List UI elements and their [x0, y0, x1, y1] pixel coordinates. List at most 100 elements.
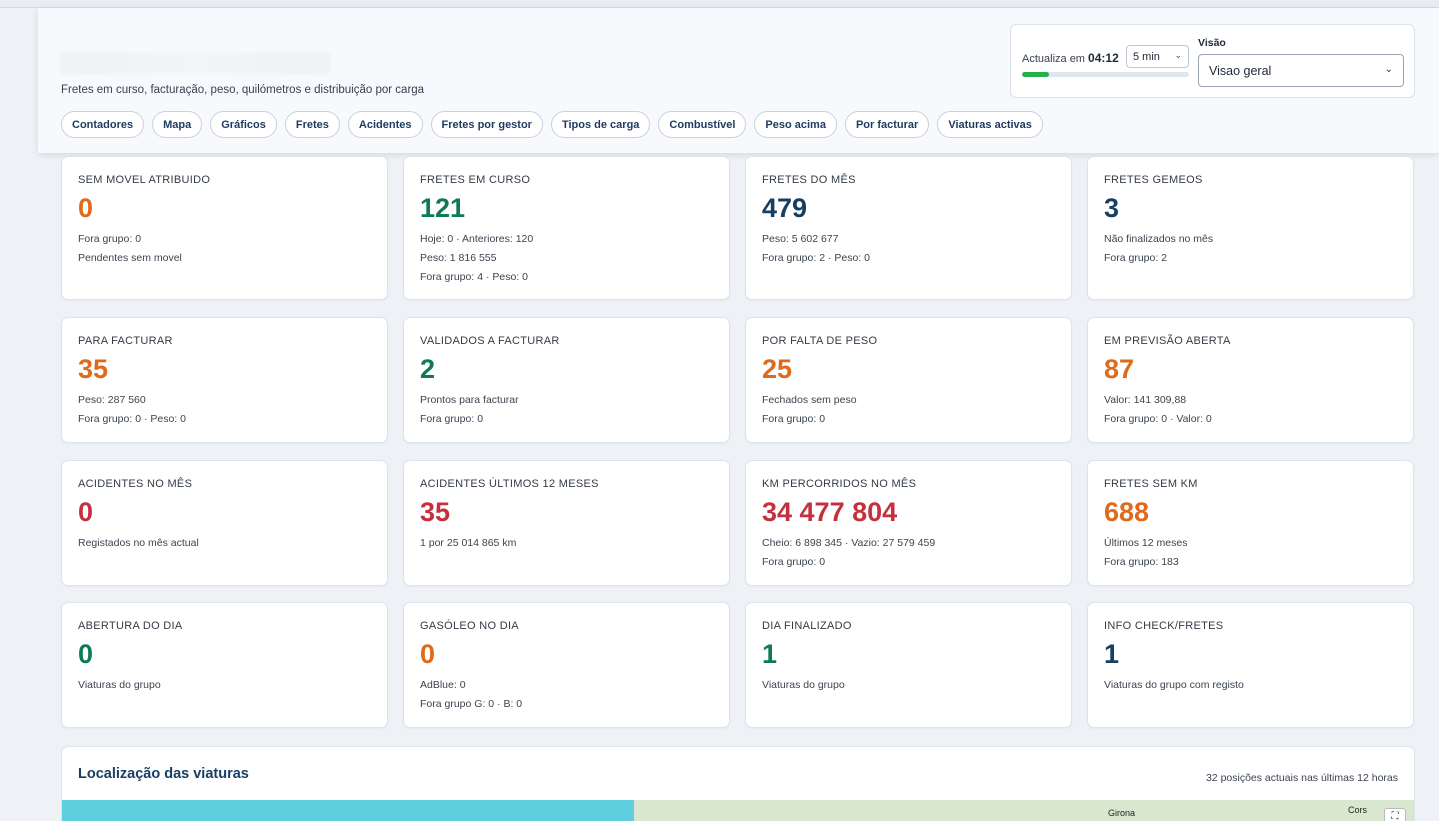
counter-detail: Fora grupo: 0 · Valor: 0	[1104, 413, 1212, 425]
counter-label: FRETES EM CURSO	[420, 174, 531, 186]
counter-card: INFO CHECK/FRETES 1 Viaturas do grupo com …	[1087, 602, 1414, 728]
refresh-label: Actualiza em	[1022, 53, 1085, 65]
fullscreen-icon[interactable]: ⛶	[1384, 808, 1406, 821]
refresh-time: 04:12	[1088, 51, 1119, 65]
counter-value: 0	[78, 193, 94, 223]
counter-detail: Fechados sem peso	[762, 394, 857, 406]
counter-label: PARA FACTURAR	[78, 335, 173, 347]
counter-detail: Hoje: 0 · Anteriores: 120	[420, 233, 534, 245]
counter-card: ACIDENTES ÚLTIMOS 12 MESES 35 1 por 25 014…	[403, 460, 730, 586]
counter-label: ACIDENTES NO MÊS	[78, 478, 193, 490]
tab-mapa[interactable]: Mapa	[152, 111, 203, 138]
counter-value: 2	[420, 354, 436, 384]
counter-detail: Peso: 1 816 555	[420, 252, 497, 264]
tab-viaturas-activas[interactable]: Viaturas activas	[937, 111, 1043, 138]
counter-label: VALIDADOS A FACTURAR	[420, 335, 560, 347]
counter-card: FRETES EM CURSO 121 Hoje: 0 · Anteriores: …	[403, 156, 730, 300]
counter-detail: Fora grupo G: 0 · B: 0	[420, 698, 523, 710]
tab-tipos-de-carga[interactable]: Tipos de carga	[550, 111, 651, 138]
tab-gráficos[interactable]: Gráficos	[210, 111, 277, 138]
tab-contadores[interactable]: Contadores	[61, 111, 145, 138]
page-title-redacted	[60, 52, 330, 74]
page-subtitle: Fretes em curso, facturação, peso, quiló…	[61, 84, 425, 96]
counter-label: SEM MOVEL ATRIBUIDO	[78, 174, 211, 186]
counter-value: 3	[1104, 193, 1120, 223]
map-land	[634, 800, 1414, 821]
vehicle-map-card: Localização das viaturas 32 posições act…	[61, 746, 1415, 821]
counter-value: 87	[1104, 354, 1135, 384]
counter-label: GASÓLEO NO DIA	[420, 620, 519, 632]
counter-detail: Fora grupo: 4 · Peso: 0	[420, 271, 528, 283]
tab-combustível[interactable]: Combustível	[658, 111, 747, 138]
counter-card: KM PERCORRIDOS NO MÊS 34 477 804 Cheio: 6 …	[745, 460, 1072, 586]
section-tabs: Contadores Mapa Gráficos Fretes Acidentes Fre…	[61, 111, 1043, 138]
tab-fretes[interactable]: Fretes	[284, 111, 340, 138]
counter-value: 0	[78, 639, 94, 669]
visao-selected-value: Visao geral	[1209, 63, 1272, 78]
counter-label: KM PERCORRIDOS NO MÊS	[762, 478, 917, 490]
counter-value: 25	[762, 354, 793, 384]
counter-value: 35	[78, 354, 109, 384]
counter-detail: Valor: 141 309,88	[1104, 394, 1187, 406]
counter-detail: Pendentes sem movel	[78, 252, 182, 264]
counter-detail: Viaturas do grupo	[78, 679, 161, 691]
counter-detail: Viaturas do grupo	[762, 679, 845, 691]
counter-card: PARA FACTURAR 35 Peso: 287 560 Fora grupo: …	[61, 317, 388, 443]
counter-value: 0	[420, 639, 436, 669]
counter-value: 35	[420, 497, 451, 527]
counter-detail: Peso: 5 602 677	[762, 233, 839, 245]
refresh-progress-fill	[1022, 72, 1049, 77]
refresh-interval-select[interactable]: 5 min ⌄	[1126, 45, 1189, 68]
counter-detail: Cheio: 6 898 345 · Vazio: 27 579 459	[762, 537, 936, 549]
counter-detail: Não finalizados no mês	[1104, 233, 1214, 245]
counter-label: ACIDENTES ÚLTIMOS 12 MESES	[420, 478, 599, 490]
counter-label: ABERTURA DO DIA	[78, 620, 183, 632]
counter-value: 121	[420, 193, 466, 223]
refresh-panel: Actualiza em 04:12 5 min ⌄ Visão Visao g…	[1010, 24, 1415, 98]
counter-detail: Fora grupo: 2 · Peso: 0	[762, 252, 870, 264]
tab-peso-acima[interactable]: Peso acima	[754, 111, 837, 138]
counter-detail: Fora grupo: 0	[420, 413, 484, 425]
refresh-progress-bar	[1022, 72, 1189, 77]
browser-top-strip	[0, 0, 1439, 8]
counter-card: DIA FINALIZADO 1 Viaturas do grupo	[745, 602, 1072, 728]
map-place-label: Girona	[1108, 808, 1136, 818]
counter-detail: Fora grupo: 0	[762, 413, 826, 425]
counter-detail: AdBlue: 0	[420, 679, 466, 691]
counter-card: VALIDADOS A FACTURAR 2 Prontos para factur…	[403, 317, 730, 443]
counter-detail: 1 por 25 014 865 km	[420, 537, 517, 549]
counter-label: FRETES GEMEOS	[1104, 174, 1203, 186]
counter-label: EM PREVISÃO ABERTA	[1104, 335, 1231, 347]
counter-card: FRETES DO MÊS 479 Peso: 5 602 677 Fora grup…	[745, 156, 1072, 300]
counter-value: 688	[1104, 497, 1150, 527]
counter-value: 1	[1104, 639, 1120, 669]
counter-value: 1	[762, 639, 778, 669]
dashboard-header: Fretes em curso, facturação, peso, quiló…	[38, 8, 1439, 153]
counter-label: DIA FINALIZADO	[762, 620, 852, 632]
counter-detail: Fora grupo: 2	[1104, 252, 1168, 264]
tab-fretes-por-gestor[interactable]: Fretes por gestor	[430, 111, 543, 138]
counter-card: FRETES SEM KM 688 Últimos 12 meses Fora gru…	[1087, 460, 1414, 586]
counter-label: INFO CHECK/FRETES	[1104, 620, 1224, 632]
counter-label: FRETES DO MÊS	[762, 174, 856, 186]
counter-card: POR FALTA DE PESO 25 Fechados sem peso Fora…	[745, 317, 1072, 443]
visao-select[interactable]: Visao geral ⌄	[1198, 54, 1404, 87]
counter-label: POR FALTA DE PESO	[762, 335, 878, 347]
counter-detail: Peso: 287 560	[78, 394, 146, 406]
counter-value: 34 477 804	[762, 497, 898, 527]
counter-card: ACIDENTES NO MÊS 0 Registados no mês actua…	[61, 460, 388, 586]
visao-label: Visão	[1198, 37, 1226, 49]
counter-card: GASÓLEO NO DIA 0 AdBlue: 0 Fora grupo G: 0 …	[403, 602, 730, 728]
tab-por-facturar[interactable]: Por facturar	[844, 111, 930, 138]
counter-detail: Prontos para facturar	[420, 394, 519, 406]
map-place-label: Cors	[1348, 805, 1368, 815]
counter-detail: Últimos 12 meses	[1104, 537, 1188, 549]
counter-detail: Viaturas do grupo com registo	[1104, 679, 1244, 691]
chevron-down-icon: ⌄	[1384, 64, 1393, 75]
counter-card: EM PREVISÃO ABERTA 87 Valor: 141 309,88 For…	[1087, 317, 1414, 443]
tab-acidentes[interactable]: Acidentes	[347, 111, 423, 138]
counter-detail: Fora grupo: 0 · Peso: 0	[78, 413, 186, 425]
map-positions-note: 32 posições actuais nas últimas 12 horas	[1205, 772, 1398, 784]
refresh-interval-value: 5 min	[1133, 50, 1160, 63]
counter-card: ABERTURA DO DIA 0 Viaturas do grupo	[61, 602, 388, 728]
